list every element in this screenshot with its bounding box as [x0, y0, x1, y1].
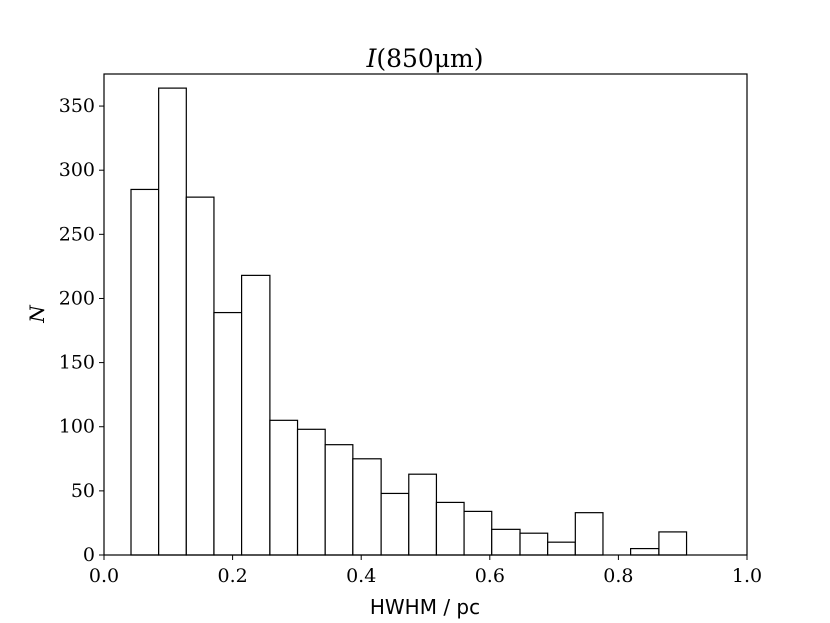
y-tick-label: 200	[59, 287, 95, 309]
histogram-bar	[380, 492, 410, 556]
y-axis-ticks: 0 50 100 150 200 250 300 350	[59, 95, 104, 566]
histogram-bar	[408, 473, 438, 556]
y-tick-label: 100	[59, 416, 95, 438]
y-tick-label: 150	[59, 352, 95, 374]
histogram-bar	[213, 311, 243, 556]
y-tick-label: 350	[59, 95, 95, 117]
histogram-bar	[241, 274, 271, 556]
histogram-bar	[435, 501, 465, 556]
x-tick-label: 0.8	[603, 565, 633, 587]
histogram-bar	[296, 428, 326, 556]
histogram-bar	[324, 444, 354, 556]
y-tick-label: 250	[59, 223, 95, 245]
plot-frame	[103, 73, 748, 556]
y-axis-label: N	[25, 304, 49, 324]
histogram-bar	[519, 532, 549, 556]
x-tick-label: 1.0	[732, 565, 762, 587]
x-tick-label: 0.6	[475, 565, 505, 587]
histogram-bar	[547, 541, 576, 556]
histogram-bar	[269, 419, 299, 556]
chart-title: I(850μm)	[365, 44, 483, 73]
y-tick-label: 50	[71, 480, 95, 502]
histogram-bar	[185, 196, 215, 556]
chart-title-italic: I	[365, 44, 377, 73]
y-tick-label: 300	[59, 159, 95, 181]
x-axis-ticks: 0.0 0.2 0.4 0.6 0.8 1.0	[89, 555, 762, 587]
histogram-bar	[158, 87, 187, 556]
histogram-bar	[658, 531, 688, 556]
histogram-bar	[491, 528, 521, 556]
x-tick-label: 0.4	[346, 565, 376, 587]
histogram-bar	[463, 510, 493, 556]
x-tick-label: 0.2	[217, 565, 247, 587]
chart-title-rest: (850μm)	[376, 44, 483, 73]
histogram-bar	[630, 547, 660, 556]
histogram-bars	[130, 87, 688, 556]
y-tick-label: 0	[83, 544, 95, 566]
histogram-bar	[130, 188, 160, 556]
histogram-bar	[574, 512, 604, 556]
histogram-bar	[352, 458, 382, 556]
x-axis-label: HWHM / pc	[370, 595, 480, 619]
x-tick-label: 0.0	[89, 565, 119, 587]
